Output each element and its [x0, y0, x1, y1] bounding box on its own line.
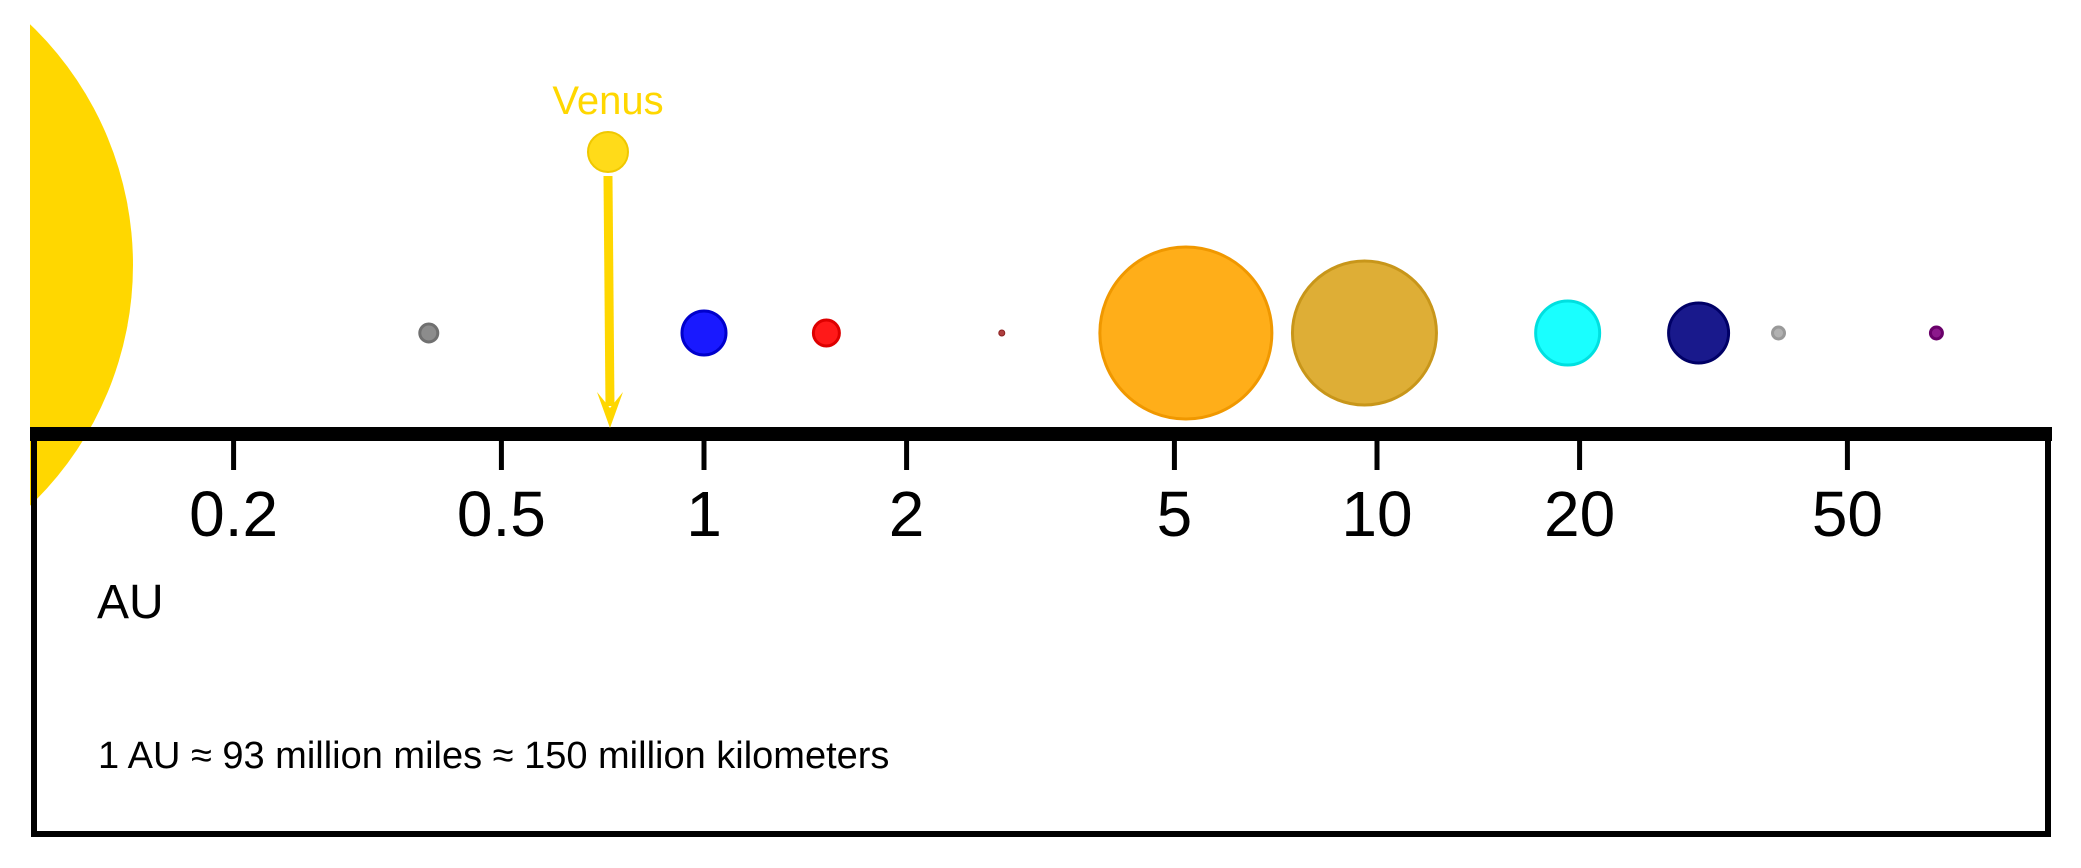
venus-label: Venus: [552, 79, 663, 123]
planet-eris: [1930, 327, 1942, 339]
planet-markers: [420, 132, 1943, 419]
planet-pluto: [1773, 327, 1785, 339]
planet-earth: [682, 311, 726, 355]
axis-tick-label-2: 2: [889, 478, 925, 550]
au-conversion-note: 1 AU ≈ 93 million miles ≈ 150 million ki…: [98, 735, 889, 777]
axis-tick-label-1: 1: [686, 478, 722, 550]
axis-ticks: 0.2 0.5 1 2 5 10 20 50: [189, 434, 1883, 550]
planet-jupiter: [1100, 247, 1272, 419]
axis-tick-label-0.5: 0.5: [457, 478, 546, 550]
axis-tick-label-5: 5: [1157, 478, 1193, 550]
axis-unit-label: AU: [97, 576, 164, 629]
planet-saturn: [1292, 261, 1436, 405]
axis-tick-label-0.2: 0.2: [189, 478, 278, 550]
planet-venus: [588, 132, 628, 172]
planet-ceres: [999, 330, 1005, 336]
axis-tick-label-20: 20: [1544, 478, 1615, 550]
venus-arrow-shaft: [608, 176, 610, 406]
planet-mercury: [420, 324, 438, 342]
planet-mars: [813, 320, 839, 346]
axis-tick-label-50: 50: [1812, 478, 1883, 550]
planet-uranus: [1536, 301, 1600, 365]
axis-tick-label-10: 10: [1341, 478, 1412, 550]
planet-neptune: [1669, 303, 1729, 363]
sun: [0, 0, 133, 598]
